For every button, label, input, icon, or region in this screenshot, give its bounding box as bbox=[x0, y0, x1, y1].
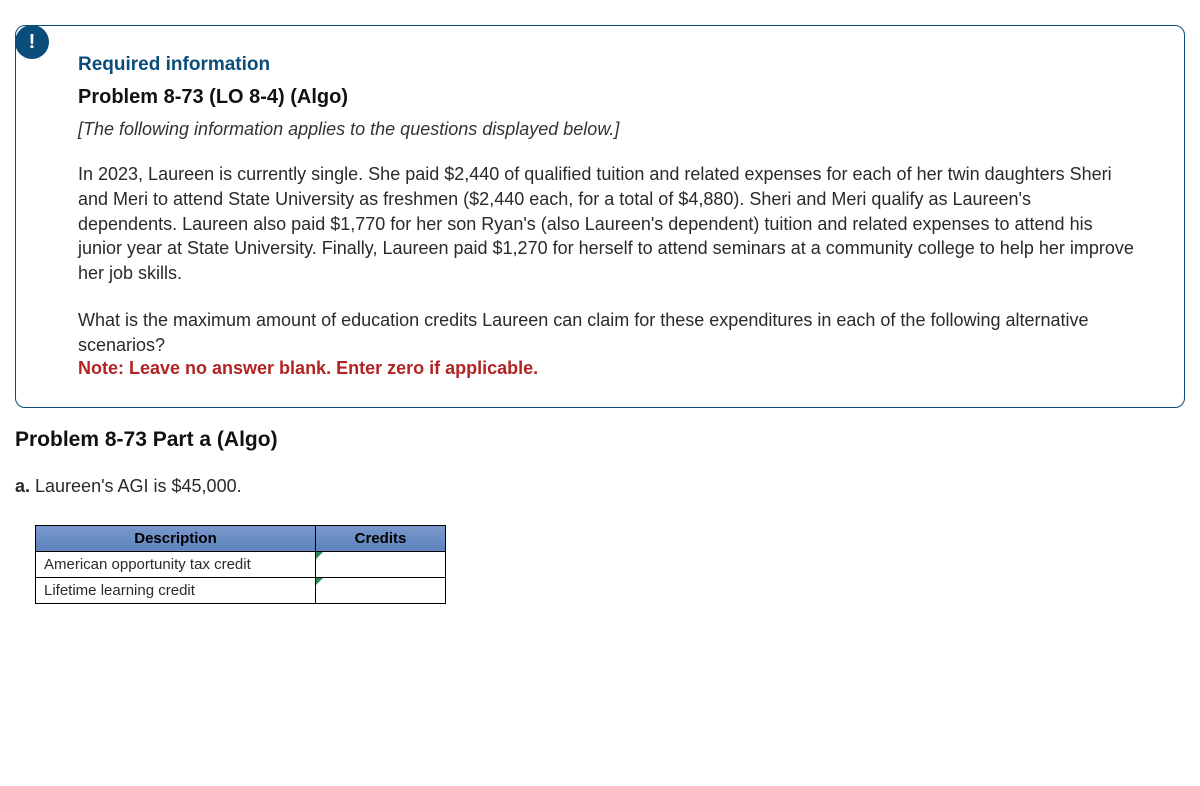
alert-badge-icon: ! bbox=[15, 25, 49, 59]
badge-char: ! bbox=[29, 31, 36, 54]
answer-table: Description Credits American opportunity… bbox=[35, 525, 446, 604]
table-row: Lifetime learning credit bbox=[36, 577, 446, 603]
row-desc: Lifetime learning credit bbox=[36, 577, 316, 603]
problem-title: Problem 8-73 (LO 8-4) (Algo) bbox=[78, 86, 1134, 109]
required-info-label: Required information bbox=[78, 54, 1134, 76]
row-credit-cell[interactable] bbox=[316, 577, 446, 603]
problem-body: In 2023, Laureen is currently single. Sh… bbox=[78, 162, 1134, 286]
col-credits: Credits bbox=[316, 525, 446, 551]
credit-input-aotc[interactable] bbox=[316, 552, 445, 577]
table-header-row: Description Credits bbox=[36, 525, 446, 551]
table-row: American opportunity tax credit bbox=[36, 551, 446, 577]
scenario-line: a. Laureen's AGI is $45,000. bbox=[15, 476, 1185, 497]
row-credit-cell[interactable] bbox=[316, 551, 446, 577]
credit-input-llc[interactable] bbox=[316, 578, 445, 603]
scenario-prefix: a. bbox=[15, 476, 30, 496]
input-marker-icon bbox=[316, 578, 323, 585]
col-description: Description bbox=[36, 525, 316, 551]
info-card: ! Required information Problem 8-73 (LO … bbox=[15, 25, 1185, 408]
question-text: What is the maximum amount of education … bbox=[78, 308, 1134, 358]
applies-subtitle: [The following information applies to th… bbox=[78, 119, 1134, 140]
note-text: Note: Leave no answer blank. Enter zero … bbox=[78, 358, 1134, 379]
input-marker-icon bbox=[316, 552, 323, 559]
row-desc: American opportunity tax credit bbox=[36, 551, 316, 577]
part-title: Problem 8-73 Part a (Algo) bbox=[15, 428, 1185, 452]
scenario-text: Laureen's AGI is $45,000. bbox=[30, 476, 242, 496]
